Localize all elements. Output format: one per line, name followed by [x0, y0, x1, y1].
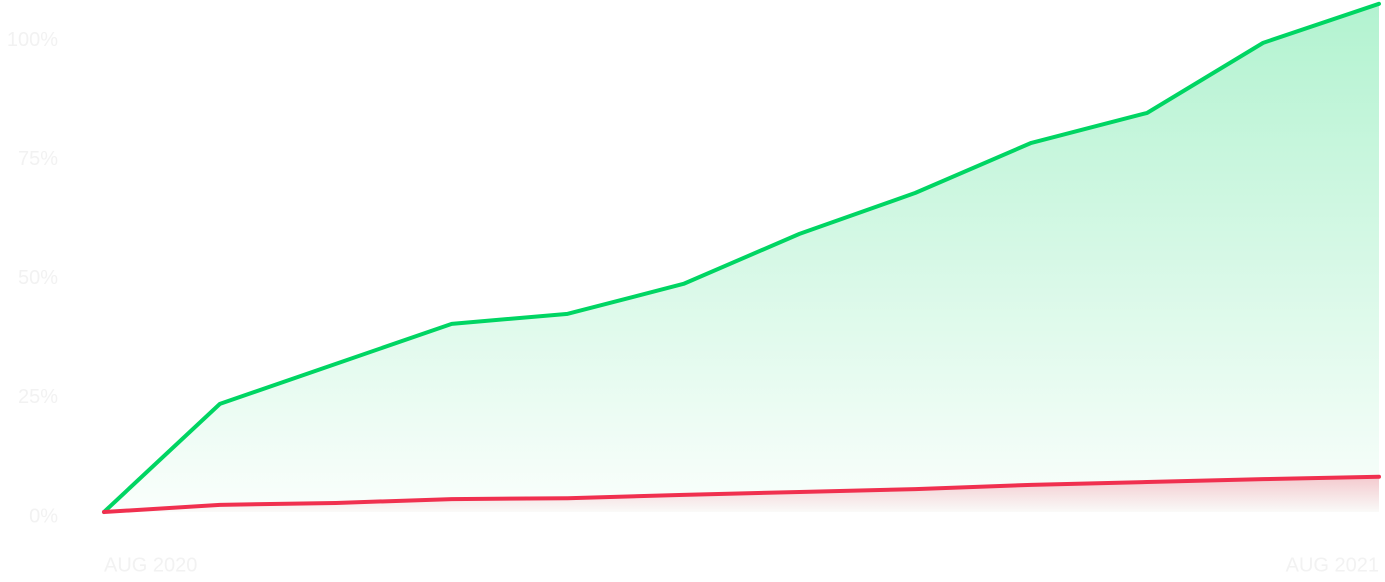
y-tick-label: 75% — [18, 148, 58, 170]
x-tick-label: AUG 2020 — [104, 554, 197, 576]
y-tick-label: 0% — [29, 505, 58, 527]
y-tick-label: 100% — [7, 29, 58, 51]
x-tick-label: AUG 2021 — [1286, 554, 1379, 576]
area-fill — [104, 3, 1379, 512]
y-tick-label: 25% — [18, 386, 58, 408]
series-line — [102, 474, 1381, 514]
series-line — [102, 1, 1381, 514]
y-tick-label: 50% — [18, 267, 58, 289]
